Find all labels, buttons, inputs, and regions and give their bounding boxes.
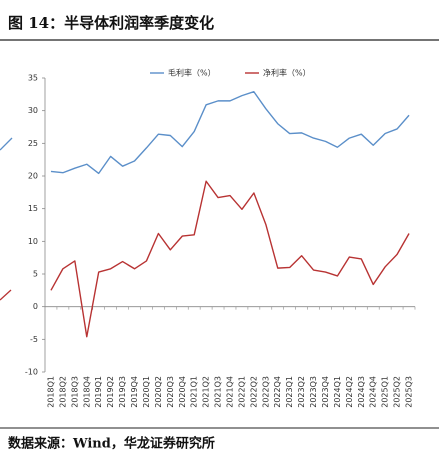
- y-tick-label: 30: [28, 106, 38, 115]
- chart-title: 图 14：半导体利润率季度变化: [8, 14, 214, 32]
- x-tick-label: 2023Q4: [321, 376, 330, 408]
- x-tick-label: 2022Q2: [249, 376, 258, 408]
- x-tick-label: 2022Q1: [237, 376, 246, 408]
- series-line: [50, 91, 410, 175]
- series-line: [50, 180, 410, 338]
- x-tick-label: 2018Q2: [58, 376, 67, 408]
- x-tick-label: 2020Q4: [178, 376, 187, 408]
- x-tick-label: 2023Q3: [309, 376, 318, 408]
- x-tick-label: 2018Q1: [46, 376, 55, 408]
- x-tick-label: 2018Q4: [82, 376, 91, 408]
- x-tick-label: 2018Q3: [70, 376, 79, 408]
- x-tick-label: 2025Q2: [393, 376, 402, 408]
- x-tick-label: 2025Q3: [405, 376, 414, 408]
- x-tick-label: 2025Q1: [381, 376, 390, 408]
- x-tick-label: 2023Q1: [285, 376, 294, 408]
- x-tick-label: 2022Q3: [261, 376, 270, 408]
- fragment-line: [0, 137, 13, 151]
- x-tick-label: 2019Q2: [106, 376, 115, 408]
- legend-label: 毛利率（%）: [168, 68, 216, 78]
- legend-label: 净利率（%）: [263, 68, 311, 78]
- x-tick-label: 2021Q2: [202, 376, 211, 408]
- fragment-line: [0, 289, 12, 301]
- x-tick-label: 2021Q1: [190, 376, 199, 408]
- x-tick-label: 2019Q1: [94, 376, 103, 408]
- x-tick-label: 2023Q2: [297, 376, 306, 408]
- y-tick-label: 0: [33, 302, 38, 311]
- y-tick-label: 15: [28, 204, 38, 213]
- y-tick-label: 10: [28, 237, 38, 246]
- x-tick-label: 2020Q3: [166, 376, 175, 408]
- x-tick-label: 2021Q3: [214, 376, 223, 408]
- y-tick-label: -5: [30, 335, 38, 344]
- x-tick-label: 2022Q4: [273, 376, 282, 408]
- y-tick-label: 20: [28, 172, 38, 181]
- x-tick-label: 2019Q4: [130, 376, 139, 408]
- y-tick-label: -10: [25, 368, 38, 377]
- x-tick-label: 2024Q2: [345, 376, 354, 408]
- y-tick-label: 25: [28, 139, 38, 148]
- x-tick-label: 2024Q1: [333, 376, 342, 408]
- x-tick-label: 2024Q4: [369, 376, 378, 408]
- y-tick-label: 5: [33, 270, 38, 279]
- x-tick-label: 2021Q4: [226, 376, 235, 408]
- y-tick-label: 35: [28, 74, 38, 83]
- x-tick-label: 2020Q1: [142, 376, 151, 408]
- source: 数据来源：Wind，华龙证券研究所: [8, 436, 215, 452]
- x-tick-label: 2019Q3: [118, 376, 127, 408]
- x-tick-label: 2020Q2: [154, 376, 163, 408]
- x-tick-label: 2024Q3: [357, 376, 366, 408]
